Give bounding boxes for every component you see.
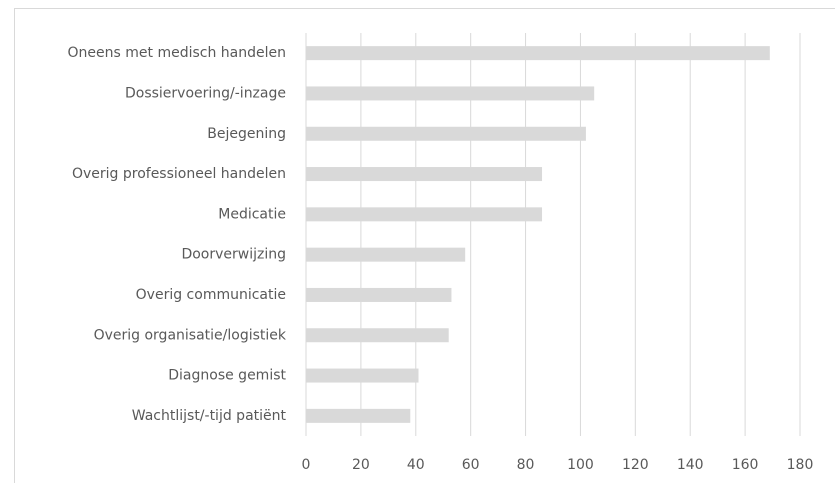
bar (306, 126, 586, 141)
y-tick-label: Overig organisatie/logistiek (94, 327, 287, 343)
bar (306, 287, 452, 302)
x-tick-label: 180 (787, 457, 814, 473)
y-tick-label: Doorverwijzing (181, 247, 286, 263)
y-tick-label: Wachtlijst/-tijd patiënt (132, 408, 287, 424)
x-tick-label: 120 (622, 457, 649, 473)
x-tick-label: 160 (732, 457, 759, 473)
y-tick-label: Overig communicatie (136, 287, 286, 303)
bar (306, 328, 449, 343)
y-tick-label: Dossiervoering/-inzage (125, 85, 286, 101)
x-tick-label: 140 (677, 457, 704, 473)
x-tick-label: 60 (462, 457, 480, 473)
x-tick-label: 20 (352, 457, 370, 473)
y-tick-label: Medicatie (218, 206, 286, 222)
y-tick-label: Bejegening (207, 126, 286, 142)
y-tick-label: Overig professioneel handelen (72, 166, 286, 182)
bar (306, 408, 411, 423)
x-tick-label: 80 (517, 457, 535, 473)
y-tick-label: Oneens met medisch handelen (68, 45, 286, 61)
chart-frame (14, 8, 835, 483)
bar (306, 368, 419, 383)
bar (306, 167, 543, 182)
x-tick-label: 0 (302, 457, 311, 473)
bar (306, 86, 595, 101)
bar (306, 207, 543, 222)
x-tick-label: 100 (567, 457, 594, 473)
x-tick-label: 40 (407, 457, 425, 473)
bar (306, 247, 466, 262)
y-tick-label: Diagnose gemist (168, 368, 286, 384)
bar (306, 46, 770, 61)
